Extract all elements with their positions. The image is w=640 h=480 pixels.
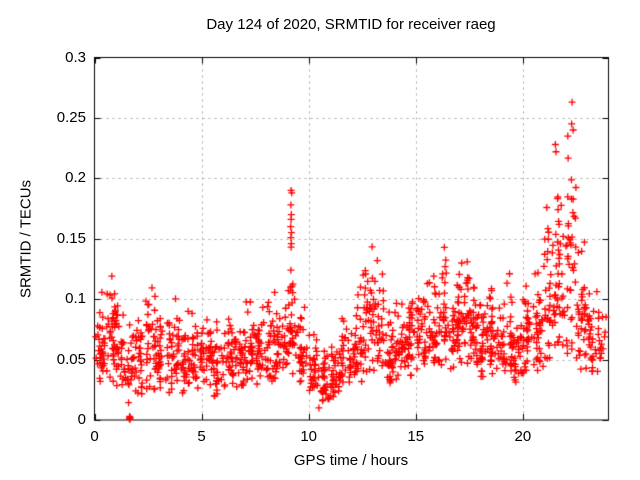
- y-tick-label: 0.05: [56, 350, 86, 368]
- chart-title: Day 124 of 2020, SRMTID for receiver rae…: [206, 16, 496, 33]
- x-tick-label: 0: [90, 428, 99, 445]
- x-tick-label: 10: [300, 428, 317, 445]
- y-tick-label: 0.1: [65, 290, 86, 308]
- x-axis-label: GPS time / hours: [293, 452, 409, 469]
- x-tick-label: 20: [514, 428, 532, 445]
- x-tick-label: 15: [407, 428, 425, 445]
- y-tick-label: 0.2: [65, 169, 86, 187]
- y-tick-label: 0.3: [65, 48, 86, 66]
- y-tick-label: 0: [77, 411, 86, 428]
- y-tick-label: 0.15: [56, 229, 86, 247]
- x-tick-label: 5: [197, 428, 206, 445]
- y-tick-label: 0.25: [56, 108, 86, 126]
- y-axis-label: SRMTID / TECUs: [17, 179, 35, 299]
